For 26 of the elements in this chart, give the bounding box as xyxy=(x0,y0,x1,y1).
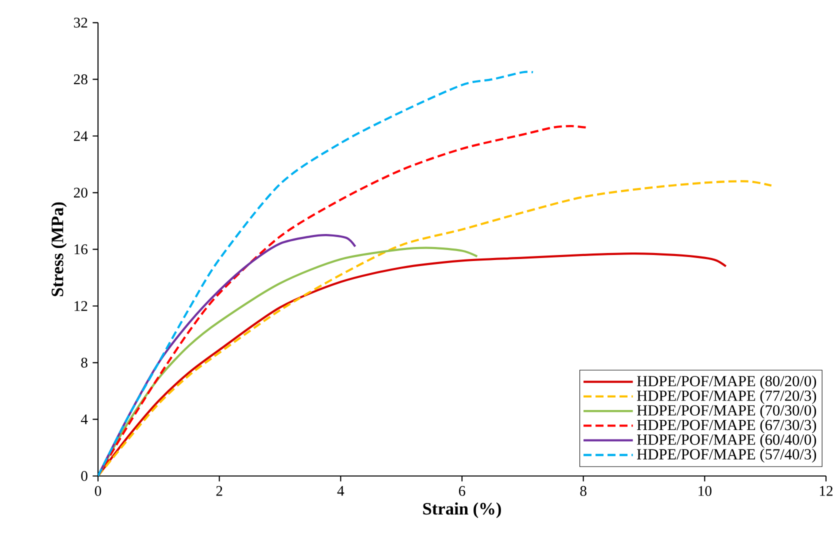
x-tick-label: 10 xyxy=(698,486,712,496)
line-series xyxy=(98,125,587,476)
y-axis-title: Stress (MPa) xyxy=(51,202,67,296)
x-tick-label: 8 xyxy=(580,486,586,496)
x-tick-label: 2 xyxy=(216,486,222,496)
y-tick-label: 32 xyxy=(74,18,88,28)
x-tick-label: 6 xyxy=(458,486,466,496)
legend-label: HDPE/POF/MAPE (60/40/0) xyxy=(637,434,816,448)
legend-label: HDPE/POF/MAPE (80/20/0) xyxy=(637,375,816,390)
y-tick-label: 28 xyxy=(74,74,88,84)
legend-label: HDPE/POF/MAPE (57/40/3) xyxy=(637,448,816,463)
y-tick-label: 16 xyxy=(74,244,88,254)
y-tick-label: 20 xyxy=(74,188,88,198)
y-tick-label: 12 xyxy=(74,301,88,311)
x-axis-title: Strain (%) xyxy=(423,502,501,518)
x-tick-label: 12 xyxy=(820,486,833,496)
y-tick-label: 4 xyxy=(80,414,88,424)
y-tick-label: 8 xyxy=(81,358,88,368)
x-tick-label: 0 xyxy=(94,486,102,496)
legend-label: HDPE/POF/MAPE (77/20/3) xyxy=(637,390,816,404)
x-tick-label: 4 xyxy=(337,486,344,496)
legend-label: HDPE/POF/MAPE (70/30/0) xyxy=(637,404,816,419)
y-tick-label: 0 xyxy=(81,471,88,481)
line-series xyxy=(98,70,534,476)
y-tick-label: 24 xyxy=(74,131,88,141)
legend-label: HDPE/POF/MAPE (67/30/3) xyxy=(637,419,816,434)
